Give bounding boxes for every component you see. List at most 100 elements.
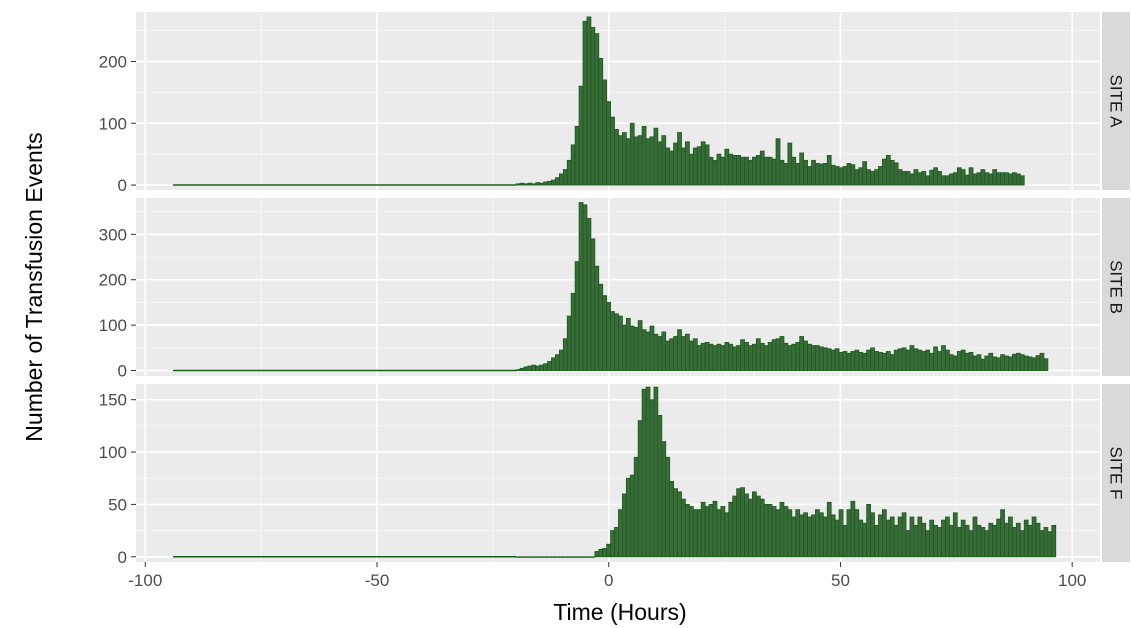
histogram-bar (551, 179, 556, 186)
histogram-bar (945, 175, 950, 186)
histogram-bar (590, 238, 596, 371)
histogram-bar (673, 488, 678, 558)
histogram-bar (1043, 358, 1049, 371)
histogram-bar (783, 342, 789, 371)
histogram-bar (700, 141, 706, 186)
histogram-bar (791, 156, 797, 186)
histogram-bar (732, 495, 738, 558)
histogram-bar (1004, 522, 1009, 558)
histogram-bar (523, 366, 529, 371)
histogram-bar (704, 341, 710, 371)
histogram-bar (1015, 173, 1021, 186)
histogram-bar (523, 556, 529, 558)
histogram-bar (870, 512, 875, 558)
histogram-bar (834, 519, 840, 558)
histogram-bar (708, 343, 714, 371)
histogram-bar (791, 343, 797, 371)
histogram-bar (720, 345, 726, 371)
histogram-bar (815, 345, 820, 371)
histogram-bar (763, 156, 769, 186)
x-tick-label: 100 (1058, 571, 1086, 590)
histogram-bar (945, 516, 950, 558)
histogram-bar (629, 474, 635, 558)
histogram-bar (941, 519, 946, 558)
histogram-bar (929, 519, 935, 558)
histogram-bar (614, 129, 619, 186)
histogram-bar (685, 504, 690, 558)
histogram-bar (716, 153, 722, 186)
histogram-bar (1035, 522, 1041, 558)
x-tick-label: 50 (831, 571, 850, 590)
x-tick-label: 0 (604, 571, 613, 590)
histogram-bar (921, 171, 927, 186)
histogram-bar (984, 355, 990, 371)
histogram-bar (744, 341, 749, 371)
histogram-bar (653, 127, 659, 186)
x-tick-label: -100 (128, 571, 162, 590)
histogram-bar (1000, 172, 1005, 186)
histogram-bar (862, 352, 868, 371)
histogram-bar (866, 169, 871, 186)
histogram-bar (653, 333, 659, 371)
y-tick-label: 150 (99, 391, 127, 410)
histogram-bar (519, 182, 525, 186)
histogram-bar (1004, 355, 1009, 371)
histogram-bar (740, 487, 745, 558)
histogram-bar (543, 556, 548, 558)
histogram-bar (870, 347, 875, 371)
histogram-bar (527, 182, 533, 186)
histogram-bar (937, 527, 942, 558)
histogram-bar (775, 509, 781, 558)
histogram-bar (531, 183, 537, 186)
histogram-bar (622, 324, 627, 371)
histogram-bar (669, 480, 675, 558)
histogram-bar (941, 345, 946, 371)
histogram-bar (700, 501, 706, 558)
histogram-bar (937, 351, 942, 371)
histogram-bar (519, 556, 525, 558)
histogram-bar (984, 172, 990, 186)
histogram-bar (539, 364, 545, 371)
histogram-bar (874, 351, 879, 371)
histogram-bar (736, 488, 741, 558)
histogram-bar (594, 551, 600, 558)
histogram-bar (578, 85, 584, 186)
histogram-bar (645, 331, 651, 371)
histogram-bar (972, 173, 978, 186)
histogram-bar (712, 345, 718, 371)
histogram-bar (732, 154, 738, 186)
histogram-bar (558, 556, 564, 558)
histogram-bar (582, 204, 588, 371)
histogram-bar (728, 153, 734, 186)
histogram-bar (677, 329, 682, 371)
histogram-bar (815, 509, 820, 558)
histogram-bar (625, 138, 631, 186)
histogram-bar (858, 351, 864, 371)
histogram-bar (795, 163, 801, 186)
histogram-bar (826, 348, 832, 371)
facet-panel: 0 50 100 150 SITE F (99, 384, 1130, 567)
histogram-bar (925, 530, 931, 558)
histogram-bar (759, 150, 765, 186)
histogram-bar (992, 356, 998, 371)
histogram-bar (645, 386, 651, 558)
histogram-bar (527, 556, 533, 558)
histogram-bar (830, 349, 836, 371)
histogram-bar (1023, 519, 1029, 558)
histogram-bar (657, 415, 663, 558)
histogram-bar (850, 351, 856, 371)
histogram-bar (586, 218, 592, 371)
histogram-bar (771, 158, 777, 186)
histogram-bar (755, 154, 761, 186)
histogram-bar (913, 524, 919, 558)
histogram-bar (551, 357, 556, 371)
y-tick-label: 0 (118, 548, 127, 567)
histogram-bar (996, 357, 1001, 371)
histogram-bar (704, 506, 710, 558)
histogram-bar (976, 172, 982, 186)
y-tick-label: 200 (99, 271, 127, 290)
histogram-bar (1039, 352, 1045, 371)
histogram-bar (992, 524, 998, 558)
histogram-bar (909, 173, 915, 186)
histogram-bar (893, 524, 899, 558)
